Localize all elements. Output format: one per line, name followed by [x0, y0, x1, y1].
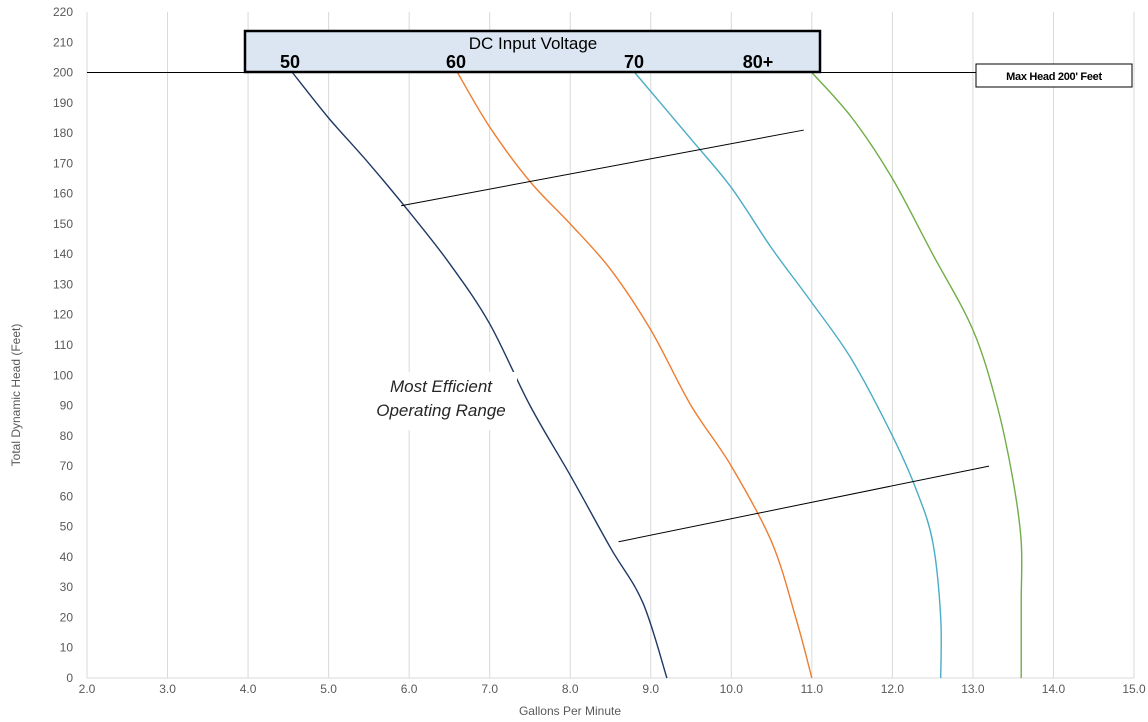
x-tick-8-0: 8.0: [562, 682, 579, 696]
y-tick-60: 60: [60, 489, 74, 503]
curve-60v: [456, 72, 813, 679]
y-tick-120: 120: [53, 308, 73, 322]
efficiency-range-lines: [401, 129, 990, 543]
x-tick-15-0: 15.0: [1122, 682, 1146, 696]
x-tick-6-0: 6.0: [401, 682, 418, 696]
y-tick-150: 150: [53, 217, 73, 231]
voltage-label-70: 70: [624, 52, 644, 72]
max-head-box: Max Head 200' Feet: [975, 63, 1133, 88]
x-tick-2-0: 2.0: [79, 682, 96, 696]
efficient-range-background: [365, 372, 517, 430]
y-tick-130: 130: [53, 277, 73, 291]
x-tick-7-0: 7.0: [481, 682, 498, 696]
gridlines: [86, 12, 1135, 679]
y-tick-80: 80: [60, 429, 74, 443]
dc-input-voltage-frame: [243, 29, 822, 74]
x-tick-14-0: 14.0: [1042, 682, 1066, 696]
efficiency-upper-line: [401, 129, 804, 207]
y-axis-title: Total Dynamic Head (Feet): [9, 324, 23, 467]
y-tick-0: 0: [66, 671, 73, 685]
curve-50v: [291, 72, 668, 679]
y-tick-labels: 0 10 20 30 40 50 60 70 80 90 100 110 120 130 140 150 160…: [53, 5, 73, 685]
efficiency-lower-line: [618, 465, 990, 543]
curve-70v: [634, 72, 942, 679]
y-tick-10: 10: [60, 641, 74, 655]
y-tick-200: 200: [53, 66, 73, 80]
dc-input-voltage-box: DC Input Voltage 50 60 70 80+: [243, 29, 822, 74]
efficient-range-label: Most Efficient Operating Range: [365, 372, 517, 430]
x-tick-11-0: 11.0: [801, 682, 824, 696]
y-tick-180: 180: [53, 126, 73, 140]
y-tick-170: 170: [53, 156, 73, 170]
y-tick-190: 190: [53, 96, 73, 110]
y-tick-140: 140: [53, 247, 73, 261]
x-tick-13-0: 13.0: [961, 682, 985, 696]
x-tick-3-0: 3.0: [159, 682, 176, 696]
voltage-label-50: 50: [280, 52, 300, 72]
voltage-label-60: 60: [446, 52, 466, 72]
y-tick-210: 210: [53, 35, 73, 49]
x-tick-5-0: 5.0: [320, 682, 337, 696]
max-head-label: Max Head 200' Feet: [1006, 71, 1102, 83]
x-axis-title: Gallons Per Minute: [519, 704, 621, 718]
x-tick-4-0: 4.0: [240, 682, 257, 696]
efficient-range-line1: Most Efficient: [390, 377, 493, 396]
x-tick-12-0: 12.0: [881, 682, 905, 696]
y-tick-220: 220: [53, 5, 73, 19]
efficient-range-line2: Operating Range: [376, 401, 505, 420]
x-tick-10-0: 10.0: [720, 682, 744, 696]
y-tick-70: 70: [60, 459, 74, 473]
curve-80v: [811, 72, 1023, 678]
voltage-curves: [291, 72, 1023, 679]
y-tick-30: 30: [60, 580, 74, 594]
x-tick-9-0: 9.0: [642, 682, 659, 696]
dc-input-voltage-title: DC Input Voltage: [469, 34, 598, 53]
y-tick-100: 100: [53, 368, 73, 382]
voltage-label-80plus: 80+: [743, 52, 774, 72]
max-head-frame: [975, 63, 1133, 88]
x-tick-labels: 2.0 3.0 4.0 5.0 6.0 7.0 8.0 9.0 10.0 11.0 12.0 13.0…: [79, 682, 1146, 696]
y-tick-50: 50: [60, 520, 74, 534]
y-tick-160: 160: [53, 187, 73, 201]
y-tick-90: 90: [60, 399, 74, 413]
y-tick-40: 40: [60, 550, 74, 564]
y-tick-20: 20: [60, 610, 74, 624]
y-tick-110: 110: [54, 338, 73, 352]
